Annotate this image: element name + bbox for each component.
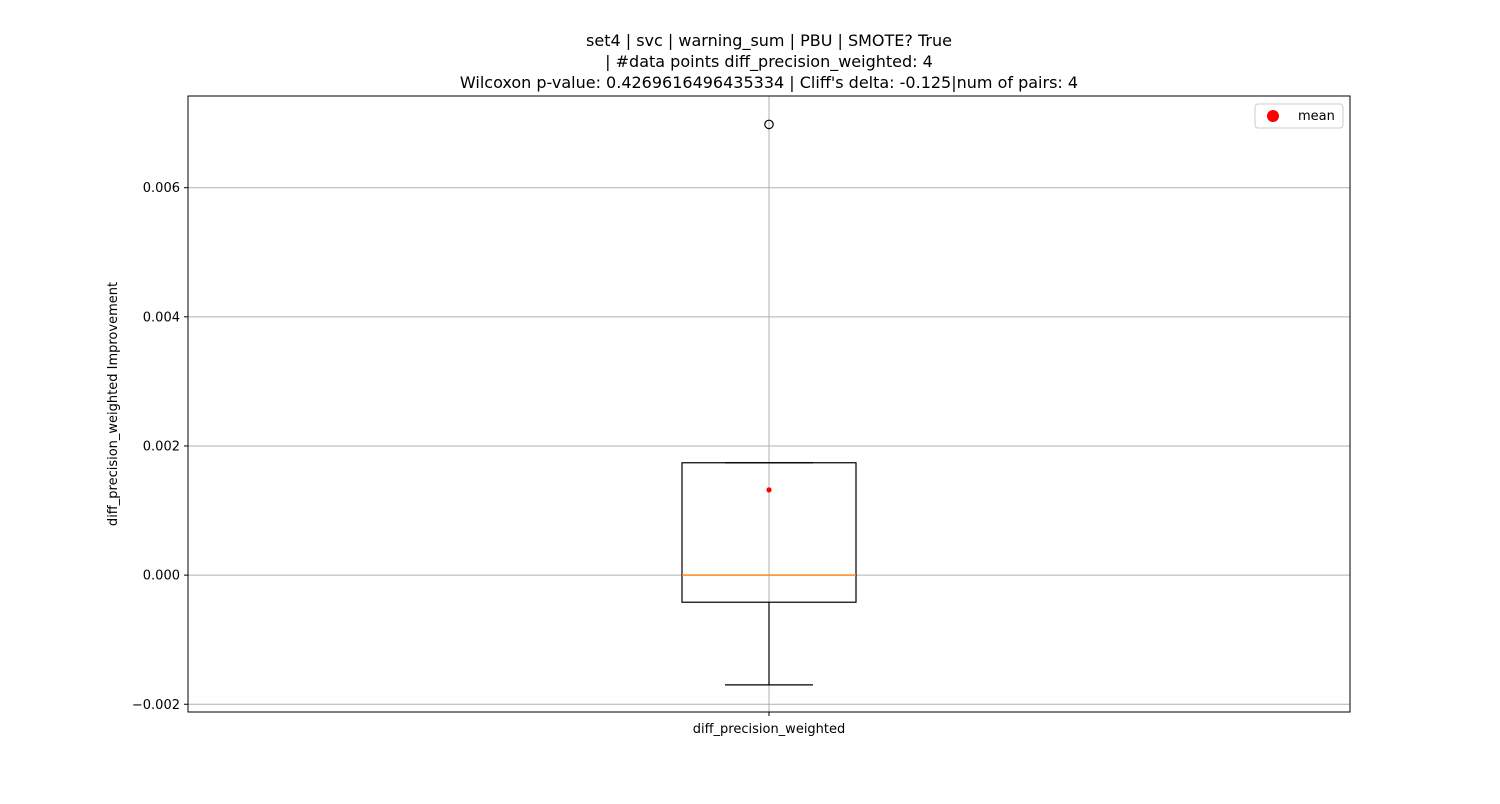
grid-lines [188, 96, 1350, 712]
mean-point [766, 487, 772, 493]
y-tick-label: 0.002 [143, 439, 180, 454]
legend-mean-marker [1267, 110, 1279, 122]
box-plot [681, 119, 857, 686]
y-tick-label: 0.006 [143, 181, 180, 196]
outlier-point [764, 119, 774, 130]
y-tick-label: −0.002 [132, 698, 180, 713]
legend-mean-label: mean [1298, 109, 1335, 124]
y-tick-label: 0.004 [143, 310, 180, 325]
y-axis-ticks: −0.002 0.000 0.002 0.004 0.006 [132, 181, 188, 713]
x-tick-label: diff_precision_weighted [693, 722, 846, 737]
y-axis-label: diff_precision_weighted Improvement [106, 282, 121, 526]
chart-title: set4 | svc | warning_sum | PBU | SMOTE? … [460, 31, 1078, 92]
interquartile-box [681, 462, 857, 603]
chart-title-line-3: Wilcoxon p-value: 0.4269616496435334 | C… [460, 73, 1078, 92]
legend: mean [1254, 103, 1344, 129]
chart-title-line-2: | #data points diff_precision_weighted: … [605, 52, 933, 72]
legend-frame [1254, 103, 1344, 129]
x-axis-ticks: diff_precision_weighted [693, 712, 846, 737]
y-tick-label: 0.000 [143, 569, 180, 584]
chart-title-line-1: set4 | svc | warning_sum | PBU | SMOTE? … [586, 31, 952, 51]
